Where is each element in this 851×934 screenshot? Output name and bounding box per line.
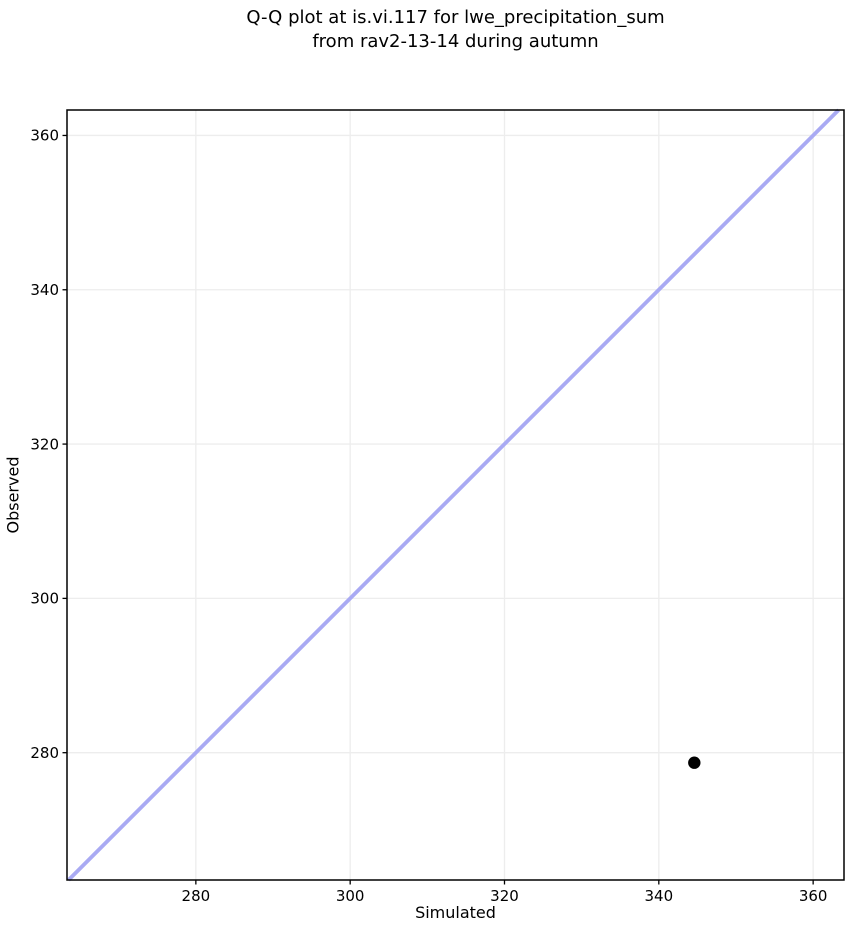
x-tick-label-300: 300 [336, 887, 365, 905]
y-tick-label-280: 280 [30, 744, 59, 762]
y-tick-label-360: 360 [30, 127, 59, 145]
x-tick-label-360: 360 [799, 887, 828, 905]
identity-line [67, 108, 840, 882]
plot-border [66, 109, 845, 881]
chart-title: Q-Q plot at is.vi.117 for lwe_precipitat… [246, 7, 665, 52]
x-tick-label-340: 340 [644, 887, 673, 905]
x-tick-label-280: 280 [182, 887, 211, 905]
y-axis-label: Observed [3, 456, 23, 534]
y-tick-label-340: 340 [30, 281, 59, 299]
x-axis-label: Simulated [415, 903, 496, 922]
data-point-0 [688, 756, 701, 769]
y-tick-label-300: 300 [30, 590, 59, 608]
y-tick-label-320: 320 [30, 435, 59, 453]
x-tick-label-320: 320 [490, 887, 519, 905]
